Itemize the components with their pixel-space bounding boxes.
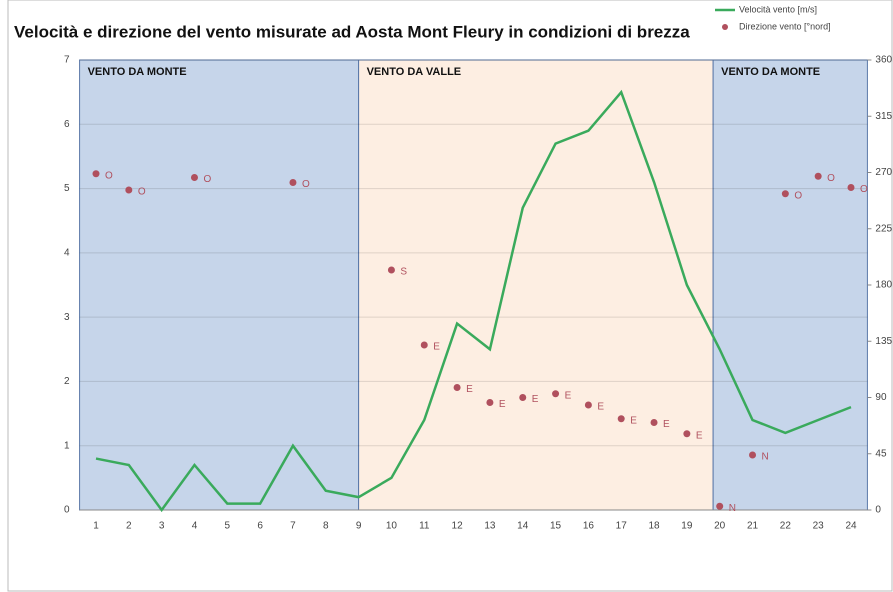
- direction-point: [847, 184, 855, 191]
- x-tick-label: 5: [225, 521, 231, 532]
- direction-label: E: [499, 399, 506, 410]
- x-tick-label: 14: [517, 521, 529, 532]
- direction-label: O: [860, 184, 868, 195]
- direction-point: [486, 399, 494, 406]
- y-tick-label: 1: [64, 440, 70, 451]
- direction-label: N: [762, 452, 769, 463]
- direction-point: [289, 179, 297, 186]
- x-tick-label: 8: [323, 521, 329, 532]
- y-tick-label: 0: [64, 505, 70, 516]
- x-tick-label: 12: [452, 521, 464, 532]
- x-tick-label: 9: [356, 521, 362, 532]
- x-tick-label: 4: [192, 521, 198, 532]
- x-tick-label: 3: [159, 521, 165, 532]
- y2-tick-label: 0: [875, 505, 881, 516]
- y-tick-label: 7: [64, 55, 70, 66]
- direction-point: [749, 451, 757, 459]
- region-label: VENTO DA MONTE: [88, 66, 187, 78]
- direction-point: [387, 266, 395, 274]
- x-tick-label: 11: [419, 521, 430, 532]
- direction-point: [814, 172, 822, 180]
- region: [79, 59, 360, 511]
- y2-tick-label: 90: [875, 392, 887, 403]
- y2-tick-label: 315: [875, 111, 892, 122]
- region-label: VENTO DA MONTE: [721, 66, 820, 78]
- x-tick-label: 10: [386, 521, 398, 532]
- y-tick-label: 2: [64, 376, 70, 387]
- y2-tick-label: 270: [875, 167, 892, 178]
- direction-point: [552, 390, 560, 398]
- direction-point: [781, 190, 789, 198]
- y2-tick-label: 135: [875, 336, 892, 347]
- direction-point: [683, 430, 691, 438]
- y-tick-label: 6: [64, 119, 70, 130]
- direction-point: [420, 341, 428, 349]
- x-tick-label: 1: [93, 521, 99, 532]
- direction-label: E: [663, 419, 670, 430]
- x-tick-label: 2: [126, 521, 132, 532]
- direction-label: S: [400, 267, 407, 278]
- direction-label: O: [827, 173, 835, 184]
- direction-point: [716, 502, 724, 510]
- chart-title: Velocità e direzione del vento misurate …: [14, 22, 690, 41]
- legend-label: Velocità vento [m/s]: [739, 4, 817, 14]
- y-tick-label: 5: [64, 183, 70, 194]
- speed-line: [95, 89, 852, 513]
- direction-label: O: [794, 190, 802, 201]
- chart-frame: [7, 0, 893, 592]
- y2-tick-label: 180: [875, 280, 892, 291]
- x-tick-label: 16: [583, 521, 595, 532]
- direction-label: O: [302, 179, 310, 190]
- direction-label: E: [565, 390, 572, 401]
- direction-label: E: [696, 430, 703, 441]
- x-tick-label: 23: [813, 521, 825, 532]
- direction-point: [190, 174, 198, 181]
- legend-dot: [722, 24, 728, 30]
- x-tick-label: 22: [780, 521, 792, 532]
- direction-label: N: [729, 503, 736, 514]
- direction-label: E: [630, 415, 637, 426]
- direction-label: E: [597, 402, 604, 413]
- direction-point: [92, 170, 100, 178]
- direction-label: O: [105, 170, 113, 181]
- y2-tick-label: 45: [875, 448, 887, 459]
- x-tick-label: 6: [257, 521, 263, 532]
- x-tick-label: 7: [290, 521, 296, 532]
- direction-label: E: [532, 394, 539, 405]
- x-tick-label: 20: [714, 521, 726, 532]
- legend-label: Direzione vento [°nord]: [739, 21, 831, 31]
- y-tick-label: 3: [64, 312, 70, 323]
- direction-label: O: [203, 174, 211, 185]
- direction-label: O: [138, 187, 146, 198]
- direction-point: [519, 394, 527, 401]
- region-label: VENTO DA VALLE: [367, 66, 462, 78]
- x-tick-label: 24: [845, 521, 857, 532]
- x-tick-label: 19: [681, 521, 693, 532]
- region: [712, 59, 868, 511]
- y2-tick-label: 225: [875, 223, 892, 234]
- x-tick-label: 21: [747, 521, 759, 532]
- direction-point: [617, 415, 625, 423]
- direction-label: E: [466, 384, 473, 395]
- direction-point: [584, 401, 592, 409]
- direction-point: [125, 186, 133, 194]
- direction-point: [453, 384, 461, 391]
- direction-label: E: [433, 342, 440, 353]
- y2-tick-label: 360: [875, 55, 892, 66]
- direction-point: [650, 419, 658, 426]
- x-tick-label: 17: [616, 521, 628, 532]
- y-tick-label: 4: [64, 247, 70, 258]
- x-tick-label: 15: [550, 521, 562, 532]
- x-tick-label: 13: [484, 521, 496, 532]
- x-tick-label: 18: [648, 521, 660, 532]
